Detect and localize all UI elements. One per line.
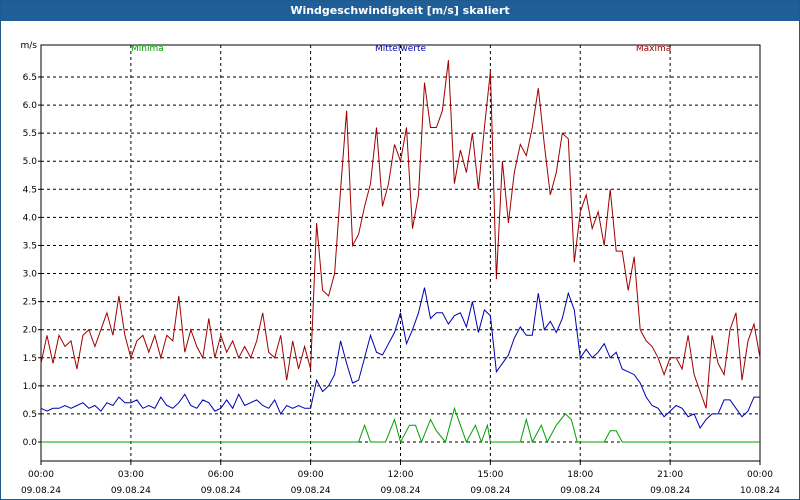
x-tick-time: 09:00 (298, 470, 324, 480)
x-tick-date: 09.08.24 (560, 486, 600, 496)
x-tick-date: 09.08.24 (21, 486, 61, 496)
x-tick-date: 09.08.24 (470, 486, 510, 496)
legend-minima: Minima (131, 44, 164, 54)
y-axis-label: m/s (21, 41, 38, 51)
x-tick-time: 00:00 (747, 470, 773, 480)
label-layer: 0.0 0.5 1.0 1.5 2.0 2.5 3.0 3.5 4.0 4.5 5.0 5.5 6.0 6… (21, 41, 781, 496)
y-tick-label: 6.0 (23, 101, 38, 111)
grid-layer (41, 45, 760, 461)
x-tick-time: 12:00 (388, 470, 414, 480)
y-tick-label: 3.0 (23, 270, 38, 280)
series-line-mittelwerte (40, 287, 760, 430)
y-tick-label: 2.0 (23, 326, 38, 336)
series-layer (40, 60, 761, 444)
x-tick-time: 21:00 (657, 470, 683, 480)
x-tick-time: 06:00 (208, 470, 234, 480)
legend-mittelwerte: Mittelwerte (375, 44, 426, 54)
x-tick-date: 10.08.24 (740, 486, 780, 496)
x-tick-time: 03:00 (118, 470, 144, 480)
axis-layer (38, 44, 761, 465)
x-tick-date: 09.08.24 (291, 486, 331, 496)
y-tick-label: 3.5 (23, 241, 37, 251)
series-line-maxima (40, 60, 761, 409)
chart-title: Windgeschwindigkeit [m/s] skaliert (1, 1, 799, 21)
y-tick-label: 6.5 (23, 73, 37, 83)
y-tick-label: 4.0 (23, 213, 38, 223)
legend-maxima: Maxima (636, 44, 671, 54)
y-tick-label: 2.5 (23, 298, 37, 308)
x-tick-time: 00:00 (28, 470, 54, 480)
x-tick-date: 09.08.24 (201, 486, 241, 496)
x-tick-time: 18:00 (567, 470, 593, 480)
series-line-minima (41, 406, 760, 444)
y-tick-label: 0.0 (23, 438, 38, 448)
y-tick-label: 4.5 (23, 185, 37, 195)
x-tick-date: 09.08.24 (650, 486, 690, 496)
y-tick-label: 5.5 (23, 129, 37, 139)
x-tick-time: 15:00 (477, 470, 503, 480)
y-tick-label: 0.5 (23, 410, 37, 420)
y-tick-label: 5.0 (23, 157, 38, 167)
y-tick-label: 1.5 (23, 354, 37, 364)
y-tick-label: 1.0 (23, 382, 38, 392)
wind-speed-chart: 0.0 0.5 1.0 1.5 2.0 2.5 3.0 3.5 4.0 4.5 5.0 5.5 6.0 6… (21, 41, 781, 496)
x-tick-date: 09.08.24 (111, 486, 151, 496)
x-tick-date: 09.08.24 (380, 486, 420, 496)
